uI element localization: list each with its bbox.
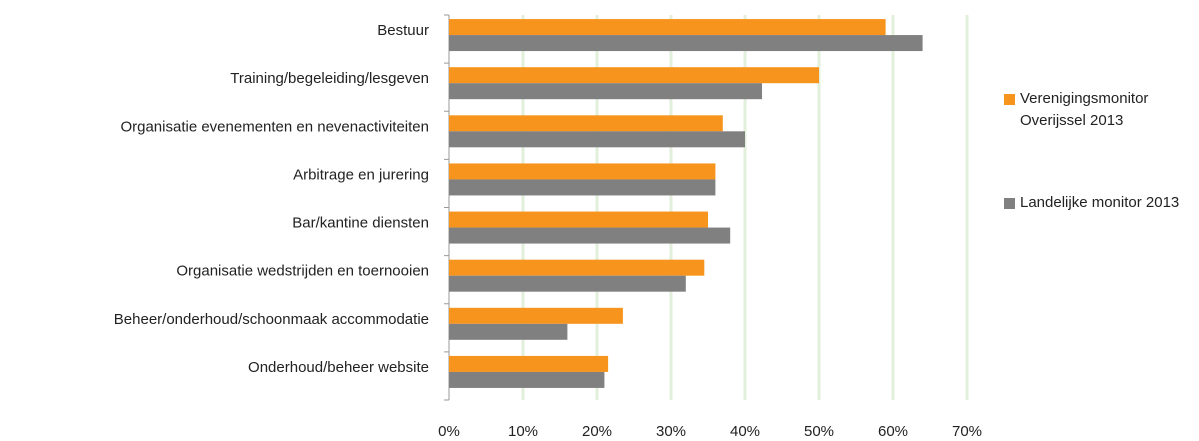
y-tick-label: Organisatie wedstrijden en toernooien — [176, 263, 429, 280]
y-tick-label: Arbitrage en jurering — [293, 166, 429, 183]
bar — [449, 83, 763, 100]
bar — [449, 19, 886, 36]
legend-label: Verenigingsmonitor Overijssel 2013 — [1020, 90, 1149, 129]
y-tick-label: Bestuur — [377, 22, 429, 39]
bar — [449, 355, 609, 372]
bar — [449, 323, 568, 340]
x-tick-label: 30% — [656, 423, 686, 440]
bar — [449, 163, 716, 180]
bar — [449, 211, 708, 228]
bar — [449, 67, 819, 84]
bar — [449, 259, 705, 276]
y-tick-label: Organisatie evenementen en nevenactivite… — [120, 118, 429, 135]
y-tick-label: Bar/kantine diensten — [292, 215, 429, 232]
legend-item: Landelijke monitor 2013 — [1004, 192, 1199, 214]
bar — [449, 227, 731, 244]
bar — [449, 307, 623, 324]
x-tick-label: 40% — [730, 423, 760, 440]
legend-swatch — [1004, 94, 1015, 105]
x-tick-label: 70% — [952, 423, 982, 440]
bar — [449, 115, 723, 132]
x-tick-label: 50% — [804, 423, 834, 440]
bar — [449, 179, 716, 196]
legend-label: Landelijke monitor 2013 — [1020, 194, 1180, 211]
x-tick-label: 20% — [582, 423, 612, 440]
y-tick-label: Training/begeleiding/lesgeven — [230, 70, 429, 87]
x-tick-label: 60% — [878, 423, 908, 440]
x-tick-label: 10% — [508, 423, 538, 440]
bar — [449, 131, 745, 148]
legend-item: Verenigingsmonitor Overijssel 2013 — [1004, 88, 1199, 132]
bar — [449, 371, 605, 388]
y-tick-label: Onderhoud/beheer website — [248, 359, 429, 376]
bar — [449, 35, 923, 52]
legend-swatch — [1004, 198, 1015, 209]
y-tick-label: Beheer/onderhoud/schoonmaak accommodatie — [114, 311, 429, 328]
bar — [449, 275, 686, 292]
x-tick-label: 0% — [438, 423, 460, 440]
